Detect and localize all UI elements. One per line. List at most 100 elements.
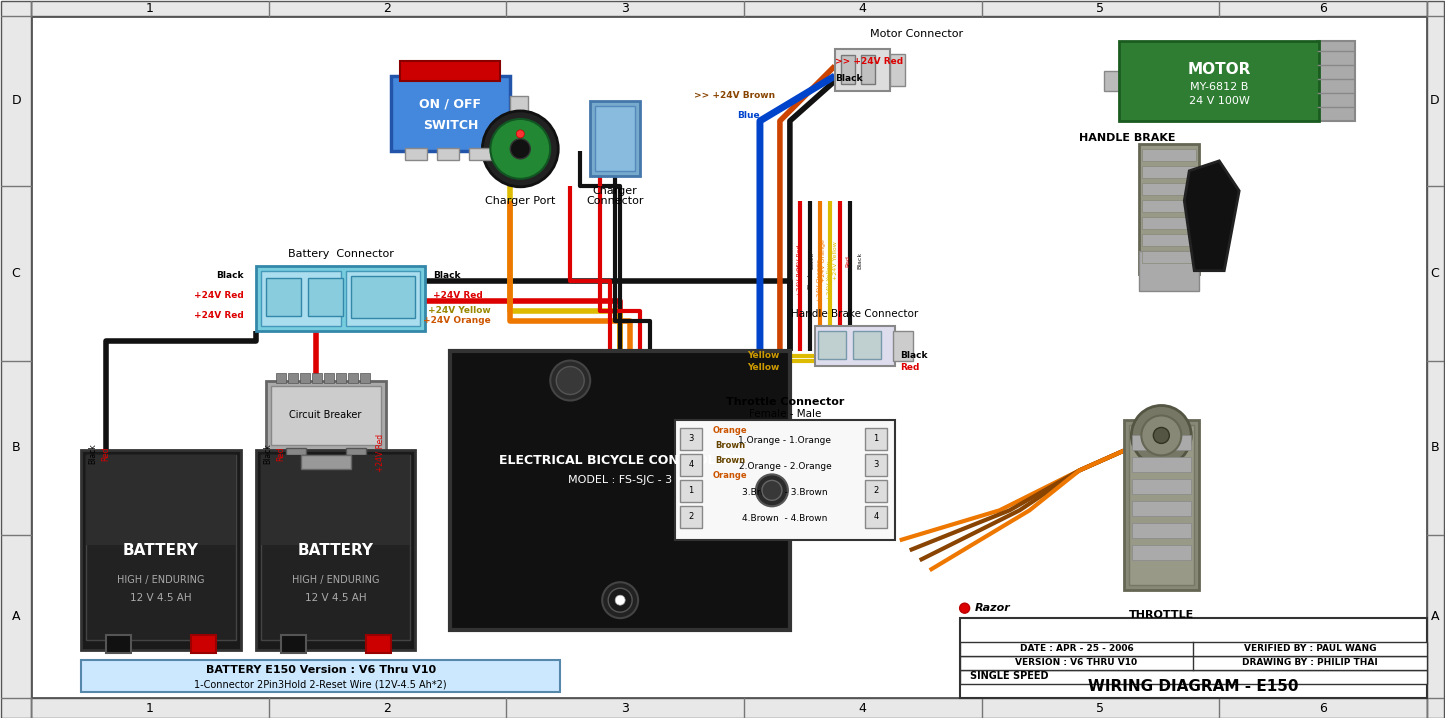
Text: +24V Yellow: +24V Yellow [828,261,832,300]
Bar [286,449,306,460]
Bar [260,455,410,545]
Text: Charger: Charger [592,186,637,196]
Text: +24V Red: +24V Red [798,265,802,297]
Bar [312,373,322,383]
Text: C: C [1431,266,1439,280]
Bar [438,148,460,160]
Text: A: A [1431,610,1439,623]
Text: 5: 5 [1097,1,1104,14]
Bar [301,455,351,470]
Text: 1: 1 [146,1,153,14]
Text: BATTERY: BATTERY [298,543,374,558]
Bar [1,1,32,718]
Circle shape [1153,427,1169,444]
Bar [590,101,640,176]
Text: +24V Yellow: +24V Yellow [834,241,838,280]
Bar [32,1,1426,16]
Bar [288,373,298,383]
Text: 2: 2 [688,512,694,521]
Bar [32,698,1426,718]
Bar [841,55,855,84]
Bar [324,373,334,383]
Text: -: - [116,636,121,650]
Text: Battery  Connector: Battery Connector [288,248,393,258]
Bar [1124,421,1199,590]
Bar [366,635,390,653]
Bar [276,373,286,383]
Text: Black: Black [88,443,97,464]
Text: +: + [371,636,383,650]
Bar [959,656,1426,670]
Bar [681,454,702,476]
Bar [1133,435,1191,450]
Text: 4.Brown  - 4.Brown: 4.Brown - 4.Brown [743,514,828,523]
Bar [1139,144,1199,274]
Bar [864,506,887,528]
Text: Black: Black [809,252,815,269]
Text: Black: Black [217,271,244,280]
Circle shape [762,480,782,500]
Bar [510,96,529,131]
Bar [595,106,636,171]
Text: WIRING DIAGRAM - E150: WIRING DIAGRAM - E150 [1088,679,1299,694]
Text: 12 V 4.5 AH: 12 V 4.5 AH [305,593,367,603]
Bar [105,635,131,653]
Text: +: + [197,636,208,650]
Text: 2: 2 [383,701,392,714]
Text: +24V Red: +24V Red [798,245,802,276]
Text: A: A [12,610,20,623]
Text: Black: Black [434,271,461,280]
Bar [1133,501,1191,516]
Bar [256,450,416,650]
Text: BATTERY E150 Version : V6 Thru V10: BATTERY E150 Version : V6 Thru V10 [205,665,436,675]
Text: Orange: Orange [712,471,747,480]
Circle shape [490,119,551,179]
Bar [1104,71,1120,91]
Text: Black: Black [263,443,272,464]
Bar [280,635,306,653]
Text: MODEL : FS-SJC - 3: MODEL : FS-SJC - 3 [568,475,672,485]
Bar [835,49,890,91]
Bar [675,421,894,540]
Text: B: B [12,442,20,454]
Bar [1133,523,1191,538]
Text: Brown: Brown [715,456,746,465]
Bar [1143,200,1196,212]
Bar [1316,41,1355,121]
Text: 4: 4 [858,1,867,14]
Bar [406,148,428,160]
Bar [1143,251,1196,263]
Text: THROTTLE: THROTTLE [1129,610,1194,620]
Circle shape [516,130,525,138]
Text: Red: Red [276,446,285,461]
Bar [959,642,1426,656]
Circle shape [756,475,788,506]
Text: ELECTRICAL BICYCLE CONTROLLER: ELECTRICAL BICYCLE CONTROLLER [499,454,741,467]
Text: VERIFIED BY : PAUL WANG: VERIFIED BY : PAUL WANG [1244,643,1376,653]
Text: -: - [290,636,296,650]
Bar [864,454,887,476]
Bar [1133,545,1191,560]
Text: +24V Red: +24V Red [194,311,244,320]
Bar [345,449,366,460]
Circle shape [959,603,970,613]
Text: +24V Red: +24V Red [194,292,244,300]
Text: Blue: Blue [737,111,760,121]
Text: D: D [1431,95,1439,108]
Bar [893,330,913,360]
Text: 3.Brown  - 3.Brown: 3.Brown - 3.Brown [743,488,828,497]
Text: Handle Brake Connector: Handle Brake Connector [792,309,919,319]
Bar [864,480,887,503]
Text: +24V Yellow: +24V Yellow [428,306,490,315]
Text: Black: Black [857,252,863,269]
Text: >> +24V Brown: >> +24V Brown [694,91,775,101]
Circle shape [551,360,590,401]
Bar [299,373,309,383]
Bar [81,660,561,692]
Text: HIGH / ENDURING: HIGH / ENDURING [292,575,380,585]
Bar [1120,41,1319,121]
Text: +24V Red: +24V Red [376,434,384,472]
Text: Black: Black [900,351,928,360]
Text: 1.Orange - 1.Orange: 1.Orange - 1.Orange [738,436,831,445]
Bar [959,618,1426,698]
